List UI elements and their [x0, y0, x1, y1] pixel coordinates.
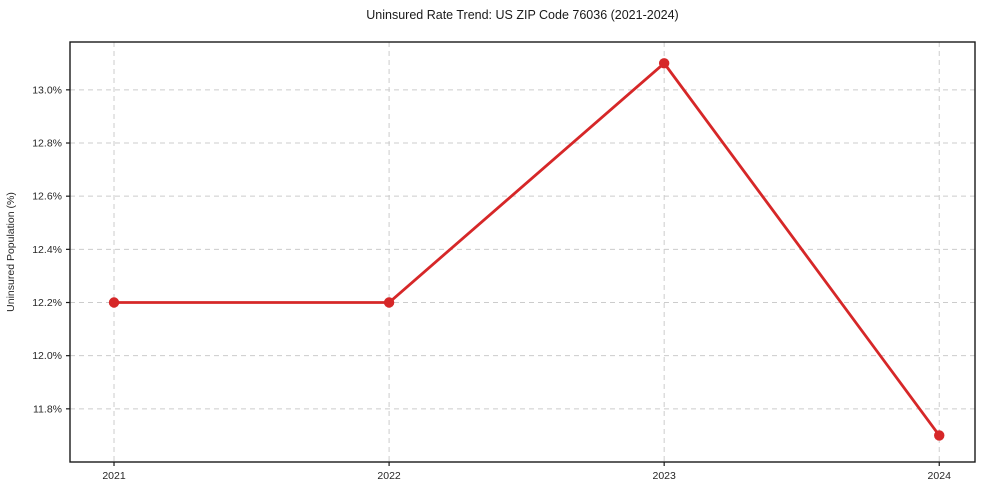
- trend-line: [112, 61, 941, 437]
- y-tick-label: 12.4%: [32, 244, 62, 256]
- y-tick-label: 12.6%: [32, 191, 62, 203]
- data-point: [383, 297, 395, 308]
- data-point: [934, 430, 945, 441]
- y-tick-label: 12.0%: [32, 350, 62, 362]
- data-point: [658, 58, 670, 69]
- x-tick-label: 2023: [652, 470, 676, 482]
- y-tick-label: 11.8%: [33, 403, 62, 415]
- data-point: [108, 297, 120, 308]
- x-tick-label: 2024: [928, 470, 952, 482]
- y-tick-label: 13.0%: [32, 84, 62, 96]
- y-tick-label: 12.2%: [32, 297, 62, 309]
- y-axis-label: Uninsured Population (%): [5, 192, 17, 312]
- x-tick-label: 2022: [377, 470, 401, 482]
- x-tick-label: 2021: [102, 470, 126, 482]
- chart-title: Uninsured Rate Trend: US ZIP Code 76036 …: [366, 8, 679, 22]
- y-tick-label: 12.8%: [32, 138, 62, 150]
- plot-border: [69, 41, 976, 463]
